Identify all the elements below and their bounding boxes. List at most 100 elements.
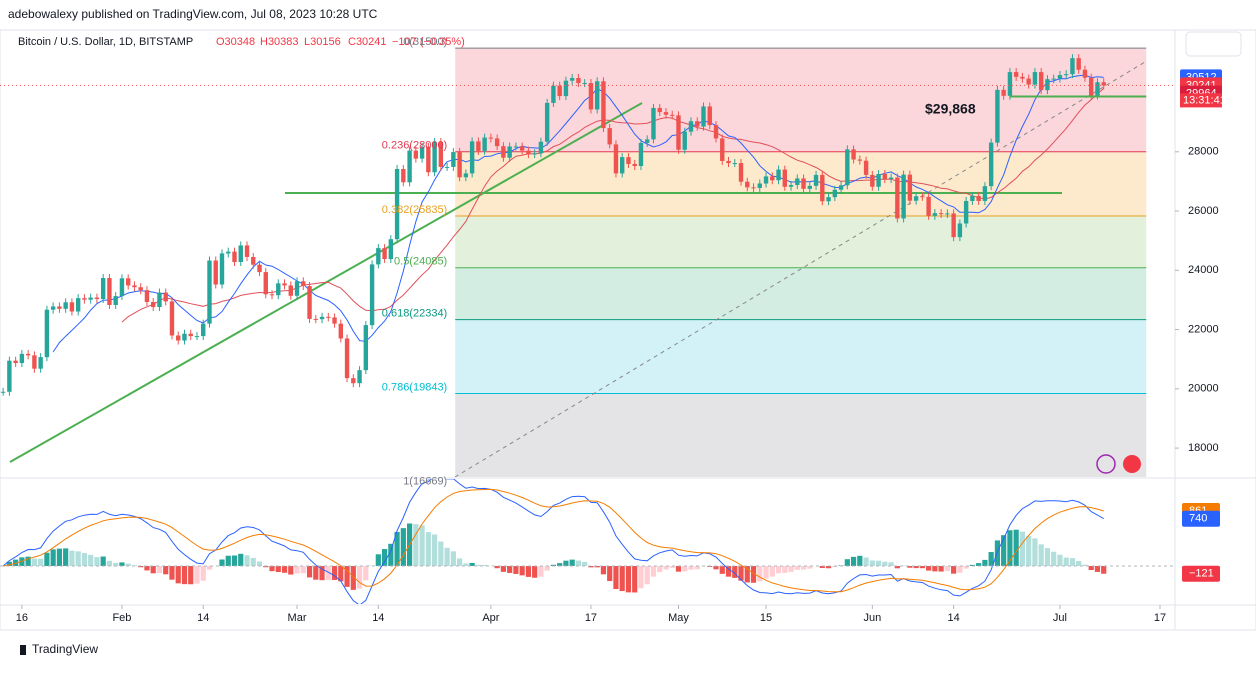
candle: [770, 176, 774, 180]
macd-histogram: [757, 566, 762, 581]
candle: [107, 278, 111, 305]
candle: [708, 106, 712, 125]
candle: [520, 146, 524, 150]
candle: [570, 78, 574, 81]
candle: [701, 106, 705, 126]
macd-histogram: [688, 566, 693, 570]
macd-histogram: [207, 566, 212, 570]
candle: [845, 149, 849, 185]
fib-zone: [455, 216, 1146, 268]
candle: [489, 138, 493, 139]
macd-histogram: [682, 566, 687, 571]
candle: [689, 121, 693, 131]
candle: [883, 174, 887, 179]
candle: [170, 301, 174, 335]
candle: [814, 175, 818, 186]
macd-histogram: [63, 548, 68, 566]
candle: [1064, 74, 1068, 75]
candle: [683, 132, 687, 150]
macd-histogram: [1045, 548, 1050, 566]
candle: [920, 196, 924, 197]
candle: [214, 261, 218, 285]
macd-histogram: [570, 560, 575, 566]
candle: [839, 185, 843, 189]
candle: [908, 175, 912, 201]
fib-zone: [455, 393, 1146, 487]
macd-histogram: [520, 566, 525, 575]
macd-histogram: [176, 566, 181, 583]
candle: [976, 196, 980, 201]
candle: [614, 144, 618, 173]
macd-histogram: [1020, 532, 1025, 566]
candle: [945, 213, 949, 214]
candle: [995, 90, 999, 143]
candle: [833, 190, 837, 197]
macd-histogram: [419, 525, 424, 566]
macd-histogram: [951, 566, 956, 574]
macd-histogram: [613, 566, 618, 589]
candle: [1039, 72, 1043, 90]
candle: [1026, 79, 1030, 85]
macd-histogram: [219, 560, 224, 566]
candle: [964, 201, 968, 224]
y-tick-label: 20000: [1188, 383, 1219, 395]
candle: [808, 186, 812, 189]
macd-histogram: [44, 553, 49, 566]
candle: [289, 285, 293, 295]
candle: [539, 142, 543, 154]
candle: [1045, 79, 1049, 90]
macd-histogram: [363, 566, 368, 580]
macd-histogram: [232, 556, 237, 566]
macd-badge-label: 740: [1189, 513, 1207, 525]
x-tick-label: 14: [948, 612, 960, 624]
candle: [532, 153, 536, 154]
macd-histogram: [657, 566, 662, 572]
candle: [95, 298, 99, 299]
candle: [789, 185, 793, 187]
candle: [326, 317, 330, 318]
button[interactable]: [1186, 32, 1241, 56]
candle: [870, 175, 874, 187]
macd-histogram: [244, 555, 249, 566]
macd-badge-label: −121: [1189, 568, 1214, 580]
macd-histogram: [51, 549, 56, 566]
candle: [858, 159, 862, 160]
macd-histogram: [376, 554, 381, 566]
x-tick-label: Feb: [112, 612, 131, 624]
macd-histogram: [119, 562, 124, 566]
macd-histogram: [957, 566, 962, 573]
ohlc: H30383: [260, 36, 299, 48]
candle: [63, 302, 67, 309]
macd-histogram: [788, 566, 793, 572]
candle: [658, 108, 662, 112]
candle: [1089, 78, 1093, 96]
candle: [1001, 90, 1005, 96]
fib-zone: [455, 268, 1146, 320]
candle: [758, 183, 762, 187]
candle: [151, 302, 155, 307]
candle: [207, 261, 211, 324]
candle: [389, 239, 393, 259]
macd-histogram: [1051, 552, 1056, 566]
candle: [901, 175, 905, 219]
macd-histogram: [382, 549, 387, 566]
candle: [745, 182, 749, 188]
macd-histogram: [770, 566, 775, 577]
candle: [401, 169, 405, 182]
candle: [664, 112, 668, 115]
candle: [801, 178, 805, 188]
macd-histogram: [851, 557, 856, 566]
candle: [676, 115, 680, 149]
macd-histogram: [226, 556, 231, 566]
macd-histogram: [939, 566, 944, 572]
macd-histogram: [32, 559, 37, 566]
candle: [1051, 79, 1055, 80]
candle: [464, 173, 468, 177]
candle: [320, 317, 324, 319]
macd-histogram: [563, 561, 568, 566]
macd-histogram: [607, 566, 612, 581]
candle: [239, 245, 243, 262]
macd-histogram: [1076, 561, 1081, 566]
candle: [82, 298, 86, 299]
candle: [270, 294, 274, 295]
